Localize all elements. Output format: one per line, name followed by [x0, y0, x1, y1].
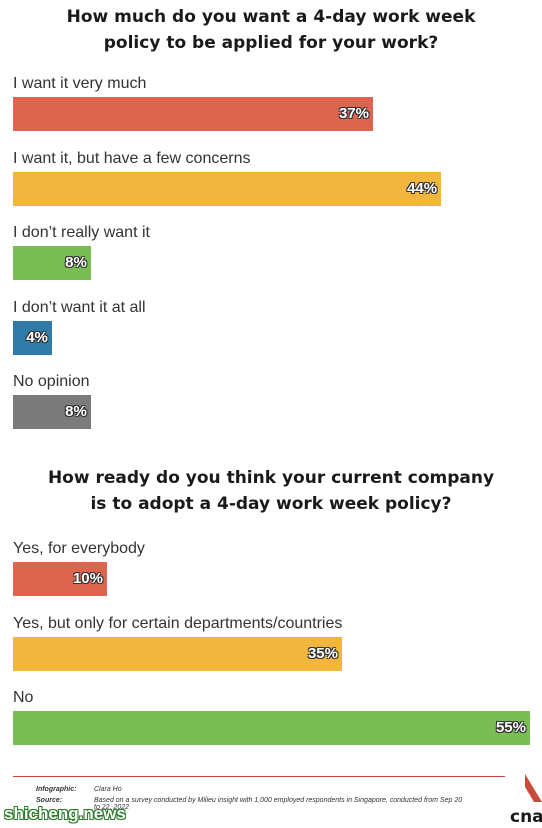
chart-title-2: How ready do you think your current comp…	[0, 465, 542, 517]
category-label: Yes, but only for certain departments/co…	[13, 614, 343, 632]
bar: 8%	[13, 395, 91, 429]
bar: 35%	[13, 636, 342, 671]
credit-source: Source: Based on a survey conducted by Mi…	[36, 797, 464, 811]
chart-title-line: How ready do you think your current comp…	[47, 468, 495, 488]
category-label: I don’t really want it	[13, 224, 150, 241]
bar-value-label: 44%	[407, 179, 438, 197]
bar: 10%	[13, 562, 107, 596]
cna-logo: cna	[510, 774, 542, 826]
bar: 4%	[13, 320, 52, 355]
bar-value-label: 10%	[72, 570, 103, 587]
bar-value-label: 4%	[26, 328, 48, 346]
bar: 44%	[13, 171, 442, 206]
credit-source-value: Based on a survey conducted by Milieu in…	[94, 797, 463, 811]
category-label: I don’t want it at all	[13, 298, 146, 316]
bar-value-label: 8%	[65, 403, 87, 420]
bar-value-label: 55%	[495, 719, 526, 736]
bar-value-label: 37%	[338, 105, 369, 122]
watermark: shicheng.news	[4, 804, 126, 823]
credit-infographic: Infographic: Clara Ho	[36, 786, 464, 793]
chart-title-line: How much do you want a 4-day work week	[66, 7, 476, 27]
bar-value-label: 35%	[307, 644, 338, 662]
credit-source-key: Source:	[36, 797, 63, 804]
footer-rule	[13, 776, 505, 777]
bar: 55%	[13, 711, 530, 745]
credit-infographic-key: Infographic:	[36, 786, 77, 793]
cna-logo-text: cna	[510, 807, 542, 826]
category-label: I want it very much	[13, 75, 147, 92]
bar: 37%	[13, 97, 373, 131]
category-label: Yes, for everybody	[13, 540, 145, 557]
category-label: No	[13, 689, 34, 706]
chart-title-line: policy to be applied for your work?	[103, 33, 439, 53]
chart-title-1: How much do you want a 4-day work week po…	[0, 4, 542, 56]
cna-logo-mark	[525, 774, 542, 802]
category-label: No opinion	[13, 373, 90, 390]
bar: 8%	[13, 246, 91, 280]
category-label: I want it, but have a few concerns	[13, 149, 251, 167]
chart-title-line: is to adopt a 4-day work week policy?	[90, 494, 452, 514]
bar-value-label: 8%	[65, 254, 87, 271]
credit-infographic-value: Clara Ho	[94, 786, 122, 793]
